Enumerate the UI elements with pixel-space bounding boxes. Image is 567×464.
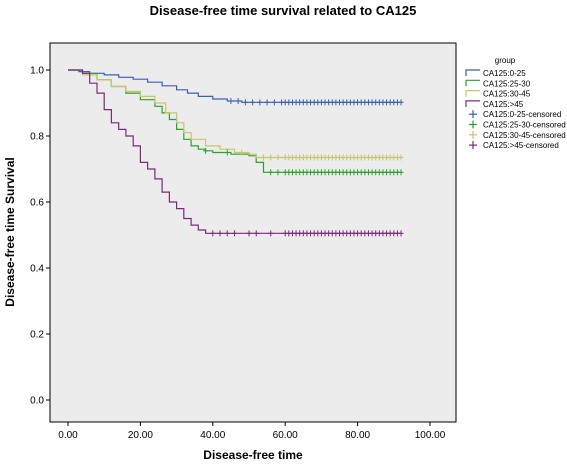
chart-title: Disease-free time survival related to CA… [150,3,417,18]
legend-label: CA125:>45-censored [483,141,559,150]
y-tick-label: 1.0 [30,66,44,77]
series-line-2 [68,69,401,159]
y-tick-label: 0.2 [30,330,44,341]
legend-title: group [495,56,516,65]
y-tick-label: 0.6 [30,198,44,209]
legend-swatch-line [465,79,480,87]
legend: group CA125:0-25CA125:25-30CA125:30-45CA… [465,56,566,150]
censor-layer [203,98,404,237]
y-axis-label: Disease-free time Survival [3,157,17,306]
y-tick-label: 0.4 [30,264,44,275]
legend-label: CA125:0-25-censored [483,110,561,119]
legend-label: CA125:25-30-censored [483,121,566,130]
x-tick-label: 0.00 [58,430,78,441]
legend-label: CA125:30-45-censored [483,131,566,140]
x-tick-label: 20.00 [128,430,153,441]
x-axis: 0.00 20.00 40.00 60.00 80.00 100.00 [58,422,446,441]
series-layer [68,69,401,234]
x-tick-label: 100.00 [415,430,446,441]
x-tick-label: 40.00 [200,430,225,441]
legend-swatch-line [465,69,480,76]
series-line-3 [68,69,401,234]
x-tick-label: 60.00 [273,430,298,441]
y-tick-label: 0.0 [30,396,44,407]
legend-label: CA125:30-45 [483,90,531,99]
legend-label: CA125:>45 [483,100,524,109]
legend-swatch-line [465,90,480,97]
y-tick-label: 0.8 [30,132,44,143]
legend-label: CA125:0-25 [483,69,526,78]
x-tick-label: 80.00 [345,430,370,441]
legend-label: CA125:25-30 [483,79,531,88]
plot-area [49,42,457,423]
legend-swatch-line [465,100,480,107]
x-axis-label: Disease-free time [203,448,303,462]
y-axis: 0.0 0.2 0.4 0.6 0.8 1.0 [30,66,50,407]
